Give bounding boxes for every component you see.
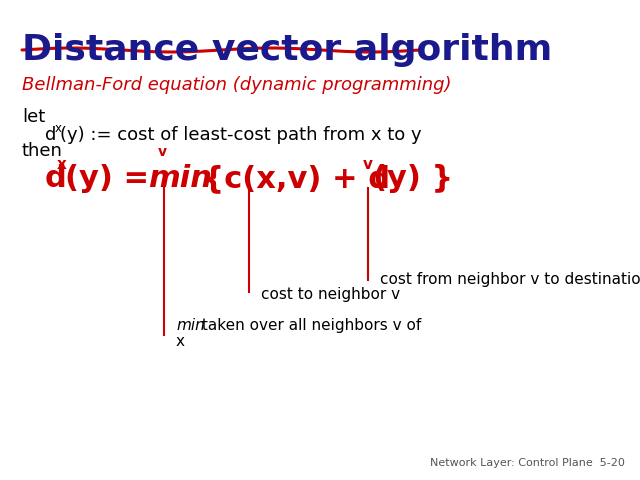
Text: x: x [54,122,61,135]
Text: cost to neighbor v: cost to neighbor v [261,287,400,302]
Text: let: let [22,108,45,126]
Text: x: x [57,157,67,172]
Text: {c(x,v) + d: {c(x,v) + d [192,164,390,193]
Text: Distance vector algorithm: Distance vector algorithm [22,33,552,67]
Text: (y) }: (y) } [373,164,453,193]
Text: d: d [45,126,56,144]
Text: Network Layer: Control Plane  5-20: Network Layer: Control Plane 5-20 [430,458,625,468]
Text: min: min [176,318,205,333]
Text: x: x [176,334,185,349]
Text: (y) := cost of least-cost path from x to y: (y) := cost of least-cost path from x to… [60,126,422,144]
Text: cost from neighbor v to destination y: cost from neighbor v to destination y [380,272,640,287]
Text: v: v [363,157,373,172]
Text: v: v [158,145,167,159]
Text: Bellman-Ford equation (dynamic programming): Bellman-Ford equation (dynamic programmi… [22,76,451,94]
Text: (y) =: (y) = [65,164,160,193]
Text: taken over all neighbors v of: taken over all neighbors v of [197,318,421,333]
Text: min: min [148,164,212,193]
Text: d: d [45,164,67,193]
Text: then: then [22,142,63,160]
